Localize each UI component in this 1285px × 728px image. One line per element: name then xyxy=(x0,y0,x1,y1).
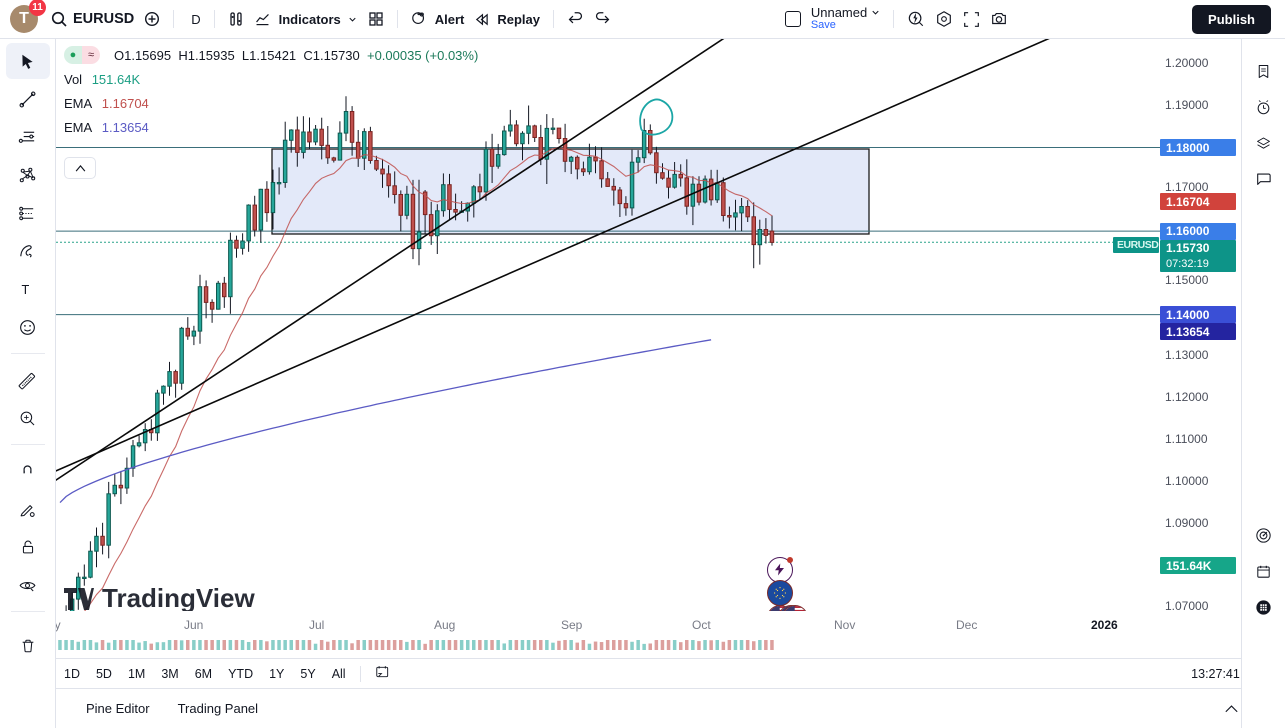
svg-text:T: T xyxy=(22,282,30,297)
